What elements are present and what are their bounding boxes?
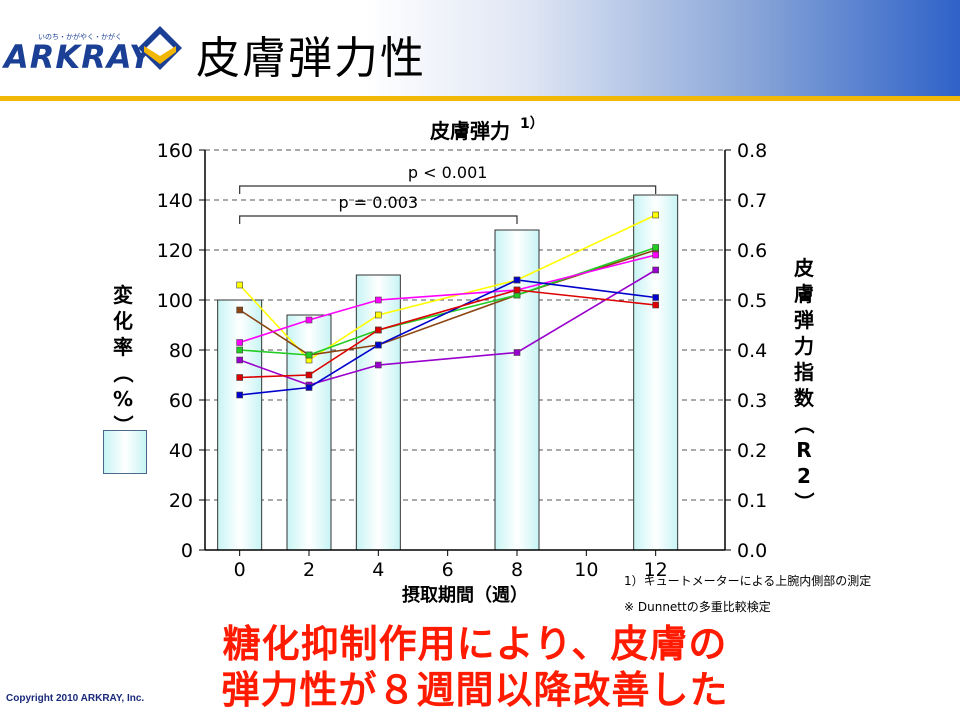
y-axis-label-right: 皮膚弾力指数 （ R 2 ） [790,255,818,515]
y2-tick-label: 0.3 [737,390,767,412]
axis-label-char: 力 [794,334,814,358]
series-point [652,266,659,274]
series-point [375,326,382,334]
conclusion-line-2: 弾力性が８週間以降改善した [221,668,729,712]
axis-label-char: 数 [794,386,814,410]
y2-tick-label: 0.2 [737,440,767,462]
series-point [375,361,382,369]
brand-tagline: いのち・かがやく・かがく [38,33,122,41]
x-tick-label: 6 [442,559,454,581]
chart-title: 皮膚弾力 [430,119,510,143]
y2-tick-label: 0.4 [737,340,767,362]
axis-label-char: 変 [113,283,133,307]
x-tick-label: 2 [303,559,315,581]
y-axis-label-left: 変化率（%） [110,282,136,438]
y2-tick-label: 0.1 [737,490,767,512]
axis-label-char: 指 [794,360,814,384]
series-point [375,341,382,349]
significance-bracket [239,185,657,194]
x-tick-label: 4 [372,559,384,581]
significance-label: p < 0.001 [408,163,488,182]
x-tick-label: 10 [574,559,598,581]
series-point [652,244,659,251]
bar [355,274,401,551]
series-point [652,211,659,219]
series-point [236,306,243,314]
axis-label-char: 2 [797,464,811,488]
series-point [236,346,243,354]
axis-label-char: 弾 [794,308,814,332]
header-divider [0,96,960,101]
series-point [375,311,382,319]
y-tick-label: 40 [169,440,193,462]
axis-label-char: 皮 [794,256,814,280]
y2-tick-label: 0.5 [737,290,767,312]
series-point [652,294,659,301]
x-axis-label: 摂取期間（週） [402,584,528,606]
y-tick-label: 160 [157,140,193,162]
chart-title-superscript: 1） [520,116,544,132]
series-point [236,374,243,381]
series-point [513,276,521,284]
series-point [236,356,243,364]
series-point [236,281,243,289]
y2-tick-label: 0.0 [737,540,767,562]
axis-label-char: ） [792,492,816,512]
series-point [305,384,313,391]
series-point [513,349,521,356]
axis-label-char: （ [111,363,135,383]
axis-label-char: （ [792,414,816,434]
series-point [236,339,243,346]
legend-bar-swatch [103,430,147,474]
series-point [652,251,659,259]
x-tick-label: 8 [511,559,523,581]
y-tick-label: 20 [169,490,193,512]
y-tick-label: 60 [169,390,193,412]
footnote-measurement: 1）キュートメーターによる上腕内側部の測定 [624,574,872,588]
y-tick-label: 80 [169,340,193,362]
axis-label-char: R [796,438,812,462]
axis-label-char: % [112,387,134,411]
y2-tick-label: 0.8 [737,140,767,162]
y2-tick-label: 0.6 [737,240,767,262]
y-tick-label: 120 [157,240,193,262]
footnote-statistics: ※ Dunnettの多重比較検定 [624,600,771,614]
arkray-chevron-icon [138,26,182,70]
x-tick-label: 12 [644,559,668,581]
series-point [652,301,659,309]
axis-label-char: 率 [113,335,133,359]
y2-tick-label: 0.7 [737,190,767,212]
series-point [513,286,521,294]
significance-label: p = 0.003 [339,193,419,212]
series-point [236,391,243,399]
axis-label-char: 膚 [794,282,814,306]
series-point [375,296,382,304]
y-tick-label: 140 [157,190,193,212]
axis-label-char: 化 [113,309,133,333]
significance-bracket [239,215,518,224]
series-point [305,371,313,379]
y-tick-label: 100 [157,290,193,312]
conclusion-line-1: 糖化抑制作用により、皮膚の [222,622,728,666]
series-point [305,316,313,324]
y-tick-label: 0 [181,540,193,562]
series-point [305,351,313,359]
x-tick-label: 0 [234,559,246,581]
copyright-text: Copyright 2010 ARKRAY, Inc. [6,693,145,704]
brand-logo-text: ARKRAY [4,38,154,76]
page-title: 皮膚弾力性 [196,33,426,84]
